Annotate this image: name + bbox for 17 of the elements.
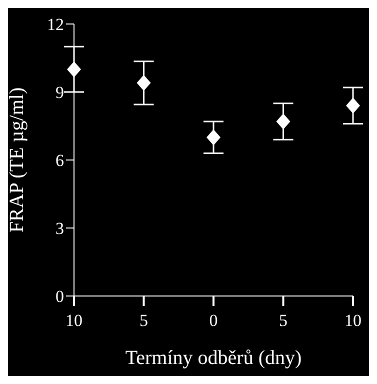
point bbox=[346, 98, 360, 114]
y-axis-title: FRAP (TE µg/ml) bbox=[6, 87, 28, 233]
point bbox=[206, 129, 220, 146]
y-tick-label: 6 bbox=[56, 151, 64, 170]
y-tick-label: 12 bbox=[47, 15, 64, 34]
point bbox=[67, 61, 81, 78]
x-axis-title: Termíny odběrů (dny) bbox=[125, 347, 302, 369]
point bbox=[276, 113, 290, 130]
x-tick-label: 10 bbox=[66, 311, 82, 330]
y-tick-label: 3 bbox=[56, 219, 64, 238]
y-tick-label: 0 bbox=[56, 287, 64, 306]
x-tick-label: 5 bbox=[140, 311, 148, 330]
x-tick-label: 0 bbox=[209, 311, 218, 330]
x-tick-label: 5 bbox=[279, 311, 288, 330]
y-tick-label: 9 bbox=[56, 83, 64, 102]
point bbox=[136, 74, 151, 91]
x-tick-label: 10 bbox=[344, 311, 362, 330]
